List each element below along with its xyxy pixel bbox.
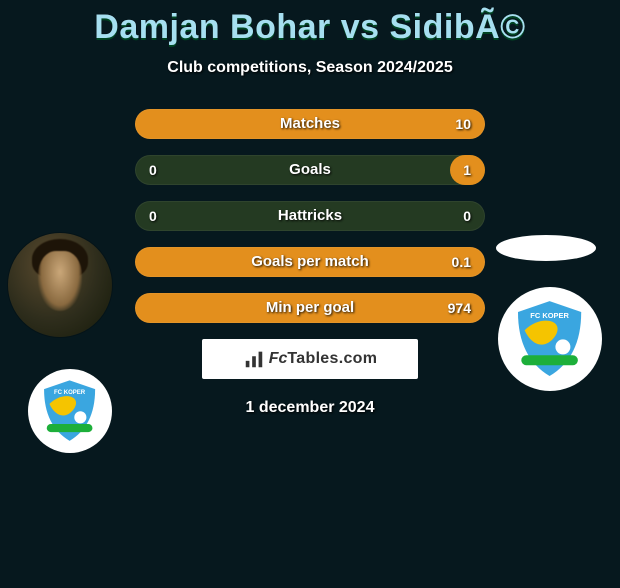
stat-row: 0Hattricks0 <box>135 201 485 231</box>
stat-right-value: 0 <box>463 201 471 231</box>
stat-label: Hattricks <box>135 201 485 231</box>
subtitle: Club competitions, Season 2024/2025 <box>0 59 620 77</box>
stat-label: Matches <box>135 109 485 139</box>
stat-row: Goals per match0.1 <box>135 247 485 277</box>
stat-right-value: 974 <box>448 293 471 323</box>
stat-row: Matches10 <box>135 109 485 139</box>
shield-icon: FC KOPER <box>36 377 103 444</box>
page-title: Damjan Bohar vs SidibÃ© <box>0 8 620 47</box>
stat-right-value: 10 <box>455 109 471 139</box>
svg-text:FC KOPER: FC KOPER <box>531 311 570 320</box>
stat-label: Goals <box>135 155 485 185</box>
stat-label: Goals per match <box>135 247 485 277</box>
comparison-layout: FC KOPER FC KOPER Matches100Goals10Hattr… <box>0 109 620 323</box>
stat-row: 0Goals1 <box>135 155 485 185</box>
brand-box: FcTables.com <box>202 339 418 379</box>
player-left-avatar <box>8 233 112 337</box>
stat-right-value: 0.1 <box>452 247 471 277</box>
svg-text:FC KOPER: FC KOPER <box>54 390 86 396</box>
club-left-badge: FC KOPER <box>28 369 112 453</box>
bar-chart-icon <box>243 348 265 370</box>
club-right-badge: FC KOPER <box>498 287 602 391</box>
shield-icon: FC KOPER <box>508 297 591 380</box>
stat-label: Min per goal <box>135 293 485 323</box>
stat-rows: Matches100Goals10Hattricks0Goals per mat… <box>135 109 485 323</box>
stat-row: Min per goal974 <box>135 293 485 323</box>
player-right-placeholder <box>496 235 596 261</box>
brand-label: Tables.com <box>287 350 377 367</box>
stat-right-value: 1 <box>463 155 471 185</box>
